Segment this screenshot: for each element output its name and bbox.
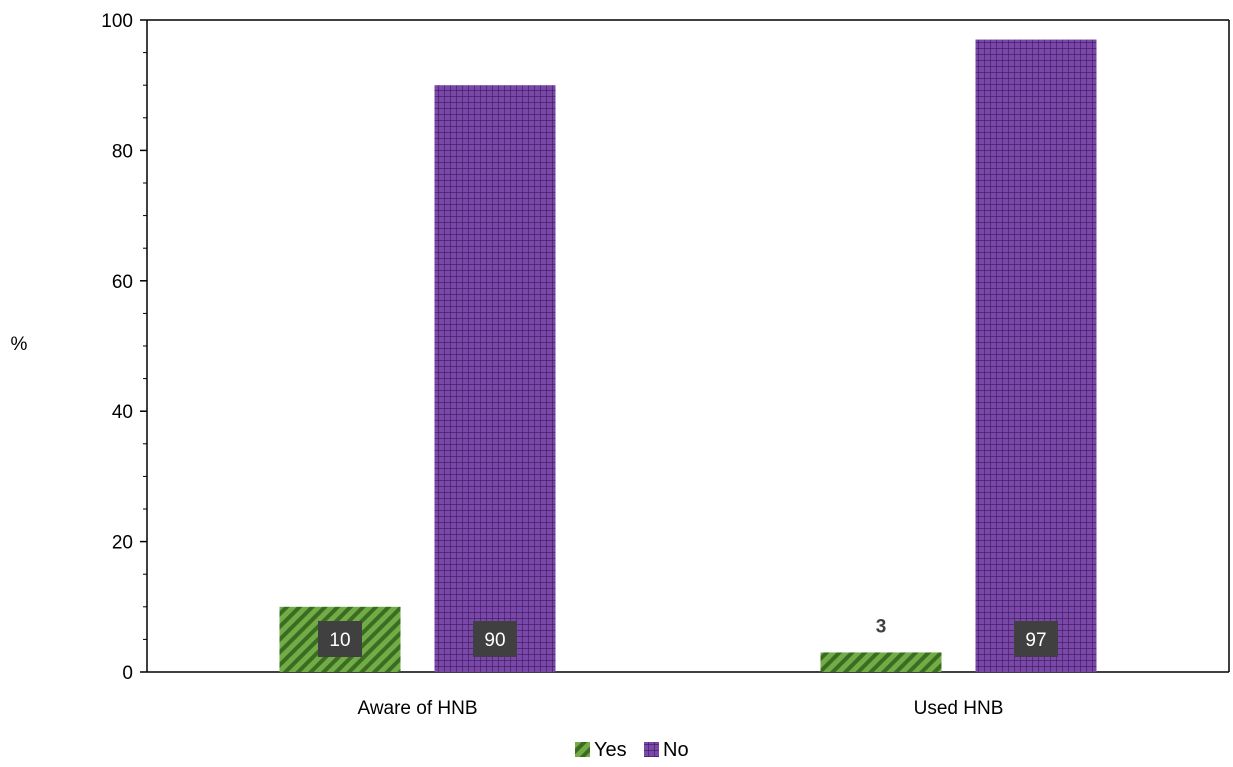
data-label-box — [318, 621, 362, 657]
data-label: 97 — [1025, 630, 1046, 651]
bars — [279, 39, 1097, 673]
legend-label-no: No — [663, 739, 689, 761]
bar-no-2 — [975, 39, 1097, 673]
x-category-label: Used HNB — [914, 698, 1004, 719]
y-axis-label: % — [11, 334, 28, 355]
legend-label-yes: Yes — [594, 739, 627, 761]
legend-swatch-no — [644, 742, 659, 757]
data-label: 3 — [876, 616, 887, 637]
y-tick-label: 80 — [112, 141, 133, 162]
y-tick-label: 40 — [112, 402, 133, 423]
labels: 10 90 3 97 — [318, 616, 1058, 657]
y-tick-label: 20 — [112, 533, 133, 554]
bar-no-1 — [434, 85, 556, 672]
y-tick-label: 100 — [101, 11, 133, 32]
data-label: 10 — [329, 630, 350, 651]
legend: Yes No — [575, 739, 689, 761]
y-tick-label: 60 — [112, 272, 133, 293]
x-category-label: Aware of HNB — [357, 698, 477, 719]
legend-swatch-yes — [575, 742, 590, 757]
data-label: 90 — [484, 630, 505, 651]
data-label-box — [473, 621, 517, 657]
data-label-box — [1014, 621, 1058, 657]
bar-yes-2 — [820, 652, 942, 672]
y-tick-label: 0 — [122, 663, 133, 684]
